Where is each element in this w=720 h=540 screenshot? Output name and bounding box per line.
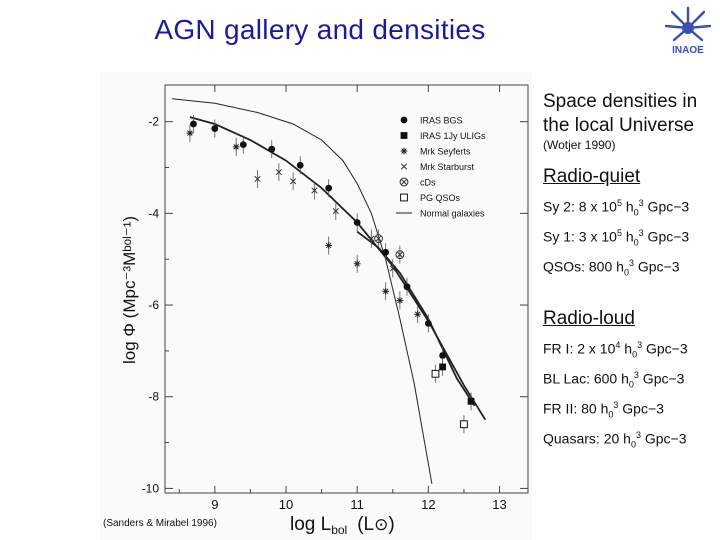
y-tick-label: -2 — [148, 115, 159, 129]
point-iras-bgs — [382, 248, 390, 256]
radio-loud-item: Quasars: 20 h03 Gpc−3 — [543, 430, 687, 450]
slide-title: AGN gallery and densities — [0, 14, 720, 46]
point-iras-bgs — [211, 125, 219, 132]
radio-loud-item: FR II: 80 h03 Gpc−3 — [543, 400, 664, 420]
point-iras-bgs — [353, 219, 361, 226]
point-mrk-starburst — [389, 265, 396, 272]
legend-marker — [400, 132, 408, 139]
point-cds — [395, 250, 405, 260]
legend-label: Mrk Starburst — [420, 162, 475, 172]
panel-reference: (Wotjer 1990) — [543, 138, 616, 152]
radio-quiet-item: QSOs: 800 h03 Gpc−3 — [543, 258, 680, 278]
y-axis-label: log Φ (Mpc⁻³Mᵇᵒˡ⁻¹) — [120, 216, 139, 364]
point-iras-bgs — [439, 352, 446, 359]
data-points — [186, 114, 475, 434]
point-iras-bgs — [190, 120, 197, 128]
figure-credit: (Sanders & Mirabel 1996) — [103, 518, 217, 529]
point-mrk-seyferts — [382, 287, 390, 295]
logo-text: INAOE — [672, 45, 704, 56]
legend-marker — [399, 177, 409, 187]
point-mrk-seyferts — [232, 143, 240, 151]
x-tick-label: 12 — [421, 497, 435, 512]
plot-area-frame — [164, 84, 529, 494]
point-mrk-seyferts — [353, 260, 361, 268]
point-iras-bgs — [424, 319, 432, 327]
point-mrk-seyferts — [186, 129, 194, 137]
radio-loud-header: Radio-loud — [543, 308, 635, 329]
point-mrk-seyferts — [325, 242, 333, 249]
legend-marker — [400, 193, 408, 202]
chart-legend: IRAS BGS IRAS 1Jy ULIGs Mrk Seyferts Mrk St… — [396, 116, 486, 219]
point-pg-qsos — [460, 420, 468, 429]
radio-loud-item: FR I: 2 x 104 h03 Gpc−3 — [543, 340, 688, 360]
point-cds — [374, 234, 383, 243]
panel-heading-line1: Space densities in — [543, 91, 698, 112]
point-mrk-seyferts — [414, 310, 422, 318]
radio-quiet-item: Sy 1: 3 x 105 h03 Gpc−3 — [543, 228, 690, 248]
point-iras-bgs — [296, 161, 304, 169]
point-mrk-starburst — [332, 207, 339, 215]
point-iras-1jy-uligs — [467, 397, 475, 405]
fit-curves — [172, 98, 487, 484]
scanned-figure-background — [100, 72, 532, 540]
legend-label: IRAS BGS — [420, 116, 463, 126]
point-iras-bgs — [403, 283, 411, 291]
curve-steep-fit — [356, 230, 476, 407]
point-iras-bgs — [239, 141, 247, 148]
point-pg-qsos — [431, 369, 440, 378]
point-iras-1jy-uligs — [439, 363, 446, 371]
y-axis-ticks: -2 -4 -6 -8 -10 — [142, 115, 528, 495]
x-axis-label: log Lbol (L⊙) — [290, 514, 395, 537]
y-tick-label: -8 — [148, 390, 159, 404]
point-mrk-starburst — [368, 235, 375, 242]
x-axis-ticks: 9 10 11 12 13 — [178, 85, 507, 512]
radio-quiet-item: Sy 2: 8 x 105 h03 Gpc−3 — [543, 198, 690, 218]
point-mrk-starburst — [275, 169, 282, 176]
x-tick-label: 13 — [492, 497, 506, 512]
legend-label: IRAS 1Jy ULIGs — [420, 131, 486, 141]
legend-label: PG QSOs — [420, 193, 461, 203]
inaoe-logo: INAOE — [660, 4, 716, 56]
x-tick-label: 9 — [211, 497, 218, 512]
point-iras-bgs — [325, 184, 333, 192]
y-tick-label: -10 — [142, 481, 160, 495]
radio-loud-item: BL Lac: 600 h03 Gpc−3 — [543, 370, 685, 390]
inaoe-logo-icon: INAOE — [664, 6, 712, 56]
x-tick-label: 11 — [350, 497, 364, 512]
radio-quiet-header: Radio-quiet — [543, 166, 641, 187]
legend-label: Normal galaxies — [420, 209, 485, 219]
legend-label: Mrk Seyferts — [420, 147, 471, 157]
x-tick-label: 10 — [279, 497, 293, 512]
panel-heading-line2: the local Universe — [543, 115, 695, 136]
legend-marker — [400, 163, 408, 170]
point-mrk-seyferts — [396, 297, 404, 304]
y-tick-label: -6 — [148, 298, 159, 312]
legend-marker — [400, 116, 408, 124]
curve-normal-galaxies — [172, 98, 433, 484]
plot-frame — [164, 84, 529, 494]
legend-marker — [400, 147, 408, 155]
slide-title-text: AGN gallery and densities — [154, 14, 486, 45]
curve-bright-fit — [189, 116, 487, 421]
point-mrk-starburst — [290, 178, 297, 185]
point-iras-bgs — [268, 145, 276, 153]
point-mrk-starburst — [254, 175, 261, 183]
point-mrk-starburst — [311, 187, 318, 194]
y-tick-label: -4 — [148, 206, 159, 220]
legend-label: cDs — [420, 178, 436, 188]
